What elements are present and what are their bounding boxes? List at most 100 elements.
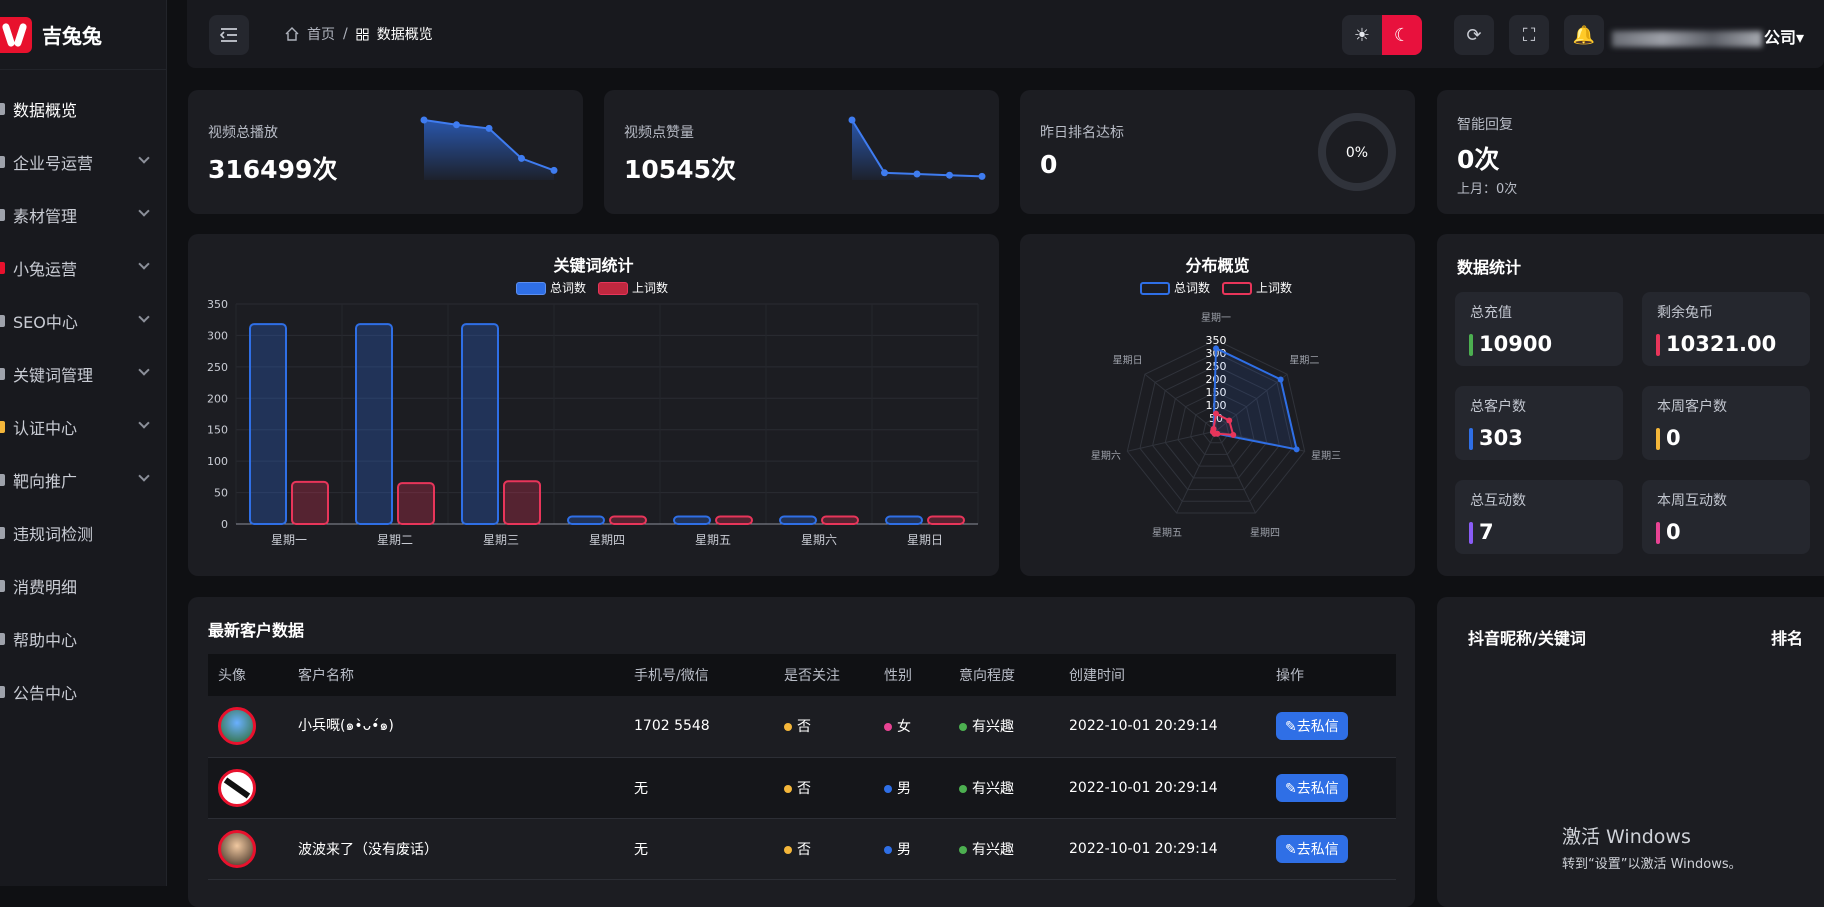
column-header: 操作	[1266, 654, 1396, 696]
bar-ranked[interactable]	[715, 515, 753, 526]
chevron-down-icon	[138, 205, 150, 217]
bar-ranked[interactable]	[503, 480, 541, 525]
table-row: 无否男有兴趣 2022-10-01 20:29:14 ✎去私信	[208, 757, 1396, 819]
sidebar-item-2[interactable]: 素材管理	[0, 188, 166, 241]
sidebar-item-9[interactable]: 消费明细	[0, 559, 166, 612]
theme-switch[interactable]: ☀ ☾	[1342, 15, 1422, 55]
bar-total[interactable]	[355, 323, 393, 525]
announce-icon	[0, 685, 5, 698]
breadcrumb-home[interactable]: 首页	[307, 27, 335, 43]
collapse-sidebar-button[interactable]	[209, 15, 249, 55]
stat-tile: 本周客户数 0	[1642, 386, 1810, 460]
watermark-line1: 激活 Windows	[1562, 826, 1691, 848]
sidebar-item-8[interactable]: 违规词检测	[0, 506, 166, 559]
sidebar-item-label: 消费明细	[13, 577, 78, 597]
avatar[interactable]	[218, 768, 256, 807]
action-cell: ✎去私信	[1266, 818, 1396, 880]
message-icon: ✎	[1285, 719, 1297, 736]
stat-tile-label: 本周客户数	[1657, 399, 1727, 415]
sparkline-point	[550, 166, 558, 174]
radar-chart-title: 分布概览	[1185, 256, 1250, 275]
customer-name	[288, 757, 624, 819]
stat-tile: 总互动数 7	[1455, 480, 1623, 554]
bar-ranked[interactable]	[397, 482, 435, 525]
sidebar-item-0[interactable]: 数据概览	[0, 82, 166, 135]
bar-total[interactable]	[461, 323, 499, 525]
sun-icon[interactable]: ☀	[1353, 24, 1371, 46]
likes-sparkline	[848, 116, 986, 180]
send-message-button[interactable]: ✎去私信	[1276, 773, 1348, 802]
sidebar-item-3[interactable]: 小兔运营	[0, 241, 166, 294]
send-message-button[interactable]: ✎去私信	[1276, 712, 1348, 741]
user-menu[interactable]: 公司▾	[1612, 24, 1804, 48]
bar-total[interactable]	[567, 515, 605, 526]
sparkline-point	[978, 172, 986, 180]
stat-tile-label: 总互动数	[1470, 493, 1526, 509]
radar-tick-label: 100	[1206, 399, 1227, 412]
stat-tile-value: 10900	[1479, 332, 1553, 356]
ranking-card: 抖音昵称/关键词 排名	[1437, 597, 1824, 907]
moon-icon[interactable]: ☾	[1382, 15, 1422, 55]
bar-total[interactable]	[779, 515, 817, 526]
message-icon: ✎	[1285, 841, 1297, 858]
action-cell: ✎去私信	[1266, 757, 1396, 819]
legend-item-total[interactable]: 总词数	[1140, 279, 1210, 296]
sidebar-item-10[interactable]: 帮助中心	[0, 612, 166, 665]
logo[interactable]: 吉兔兔	[0, 0, 166, 70]
bar-ranked[interactable]	[291, 480, 329, 525]
bar-ranked[interactable]	[821, 515, 859, 526]
gender: 男	[874, 818, 949, 880]
customer-phone: 1702 5548	[624, 696, 774, 758]
y-tick-label: 50	[214, 487, 228, 500]
sidebar-item-4[interactable]: SEO中心	[0, 294, 166, 347]
sidebar-item-6[interactable]: 认证中心	[0, 400, 166, 453]
video-icon	[0, 208, 5, 221]
keyword-icon	[0, 367, 5, 380]
avatar[interactable]	[218, 707, 256, 746]
bar-total[interactable]	[249, 323, 287, 525]
sidebar-item-label: 公告中心	[13, 683, 78, 703]
column-header: 意向程度	[949, 654, 1059, 696]
stat-tile-value: 10321.00	[1666, 332, 1777, 356]
reply-card: 智能回复 0次 上月：0次	[1437, 90, 1824, 214]
fullscreen-button[interactable]: ⛶	[1509, 15, 1549, 55]
data-stats-title: 数据统计	[1457, 258, 1522, 277]
ranking-col-rank: 排名	[1771, 629, 1804, 648]
sidebar-item-11[interactable]: 公告中心	[0, 665, 166, 718]
bar-ranked[interactable]	[609, 515, 647, 526]
sidebar-item-5[interactable]: 关键词管理	[0, 347, 166, 400]
bar-total[interactable]	[885, 515, 923, 526]
sparkline-point	[946, 171, 953, 179]
sidebar-menu: 数据概览 企业号运营 素材管理小兔运营 SEO中心 关键词管理 认证中心 靶向推广 违规词检测…	[0, 70, 166, 718]
radar-axis-label: 星期五	[1152, 527, 1182, 539]
grid-icon	[356, 28, 369, 40]
customer-name: 波波来了（没有废话）	[288, 818, 624, 880]
legend-item-total[interactable]: 总词数	[516, 279, 586, 296]
customer-phone: 无	[624, 818, 774, 880]
sidebar-item-1[interactable]: 企业号运营	[0, 135, 166, 188]
radar-point	[1293, 446, 1300, 453]
bar-total[interactable]	[673, 515, 711, 526]
fullscreen-icon: ⛶	[1522, 24, 1536, 46]
notification-button[interactable]: 🔔	[1564, 15, 1604, 55]
legend-item-ranked[interactable]: 上词数	[598, 279, 668, 296]
sidebar-item-label: 小兔运营	[13, 259, 78, 279]
sparkline-point	[420, 116, 428, 124]
avatar-cell	[208, 757, 288, 819]
column-header: 客户名称	[288, 654, 624, 696]
send-message-button[interactable]: ✎去私信	[1276, 834, 1348, 863]
badge-icon	[0, 420, 5, 433]
column-header: 是否关注	[774, 654, 874, 696]
x-tick-label: 星期三	[483, 533, 519, 547]
avatar[interactable]	[218, 829, 256, 868]
rank-label: 昨日排名达标	[1040, 125, 1124, 141]
bar-ranked[interactable]	[927, 515, 965, 526]
table-row: 波波来了（没有废话）无否男有兴趣 2022-10-01 20:29:14 ✎去私信	[208, 818, 1396, 880]
intent-level: 有兴趣	[949, 757, 1059, 819]
created-time: 2022-10-01 20:29:14	[1059, 757, 1266, 819]
legend-item-ranked[interactable]: 上词数	[1222, 279, 1292, 296]
sidebar-item-7[interactable]: 靶向推广	[0, 453, 166, 506]
refresh-button[interactable]: ⟳	[1454, 15, 1494, 55]
app-name: 吉兔兔	[42, 24, 102, 48]
stat-tile: 剩余兔币 10321.00	[1642, 292, 1810, 366]
